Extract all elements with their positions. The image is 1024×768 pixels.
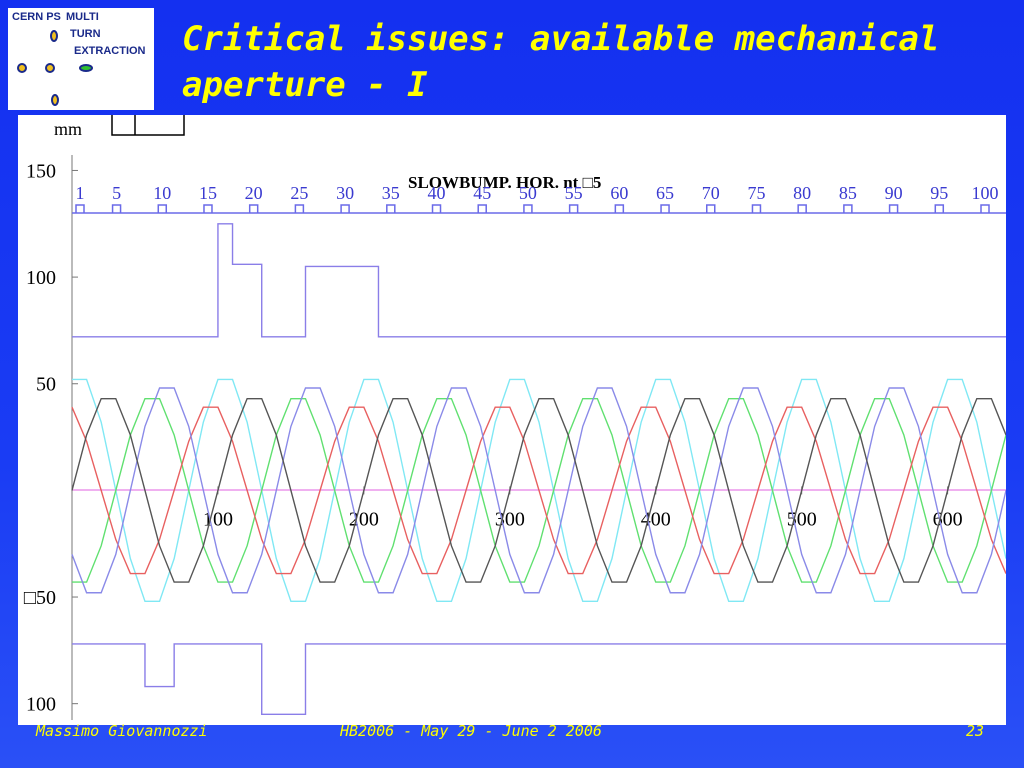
element-notch [111, 204, 122, 213]
y-tick-label: 100 [26, 694, 56, 716]
element-notch [751, 204, 762, 213]
x-tick-label: 600 [933, 508, 963, 530]
x-tick-label: 400 [641, 508, 671, 530]
series-line [72, 643, 1006, 716]
element-notch [386, 204, 396, 213]
element-notch [568, 204, 579, 213]
element-label: 50 [519, 183, 537, 203]
element-notch [934, 204, 945, 213]
series-line [72, 223, 1006, 338]
x-tick-label: 500 [787, 508, 817, 530]
element-label: 1 [76, 183, 85, 203]
x-tick-label: 100 [203, 508, 233, 530]
element-label: 20 [245, 183, 263, 203]
element-notch [340, 204, 350, 213]
element-label: 15 [199, 183, 217, 203]
element-label: 100 [972, 183, 999, 203]
element-label: 5 [112, 183, 121, 203]
element-label: 95 [930, 183, 948, 203]
y-tick-label: 50 [36, 374, 56, 396]
element-label: 40 [428, 183, 446, 203]
chart-title: SLOWBUMP. HOR. nt □5 [408, 173, 601, 192]
y-tick-label: 150 [26, 160, 56, 182]
element-label: 25 [290, 183, 308, 203]
logo: CERN PS MULTI TURN EXTRACTION [8, 8, 154, 110]
element-notch [157, 204, 168, 213]
unit-label: mm [54, 119, 82, 139]
element-label: 55 [565, 183, 583, 203]
element-label: 35 [382, 183, 400, 203]
series-line [71, 406, 1006, 575]
element-notch [843, 204, 853, 213]
x-tick-label: 200 [349, 508, 379, 530]
element-label: 60 [610, 183, 628, 203]
element-notch [523, 204, 533, 213]
logo-text: CERN PS [12, 11, 61, 23]
element-label: 70 [702, 183, 720, 203]
chart: mm SLOWBUMP. HOR. nt □5 1 5 10 15 20 25 30 35 40… [18, 115, 1006, 725]
element-label: 80 [793, 183, 811, 203]
element-notch [888, 204, 899, 213]
element-label: 75 [747, 183, 765, 203]
series-line [71, 397, 1006, 583]
element-label: 65 [656, 183, 674, 203]
element-notch [797, 204, 807, 213]
series-line [71, 387, 1006, 594]
series-line [72, 378, 1006, 602]
x-tick-label: 300 [495, 508, 525, 530]
element-notch [248, 204, 259, 213]
element-label: 85 [839, 183, 857, 203]
y-tick-label: 100 [26, 267, 56, 289]
element-notch [614, 204, 625, 213]
slide-title: Critical issues: available mechanical ap… [182, 19, 940, 105]
element-label: 90 [885, 183, 903, 203]
element-label: 30 [336, 183, 354, 203]
series-line [72, 397, 1006, 583]
element-notch [294, 204, 305, 213]
element-notch [203, 204, 213, 213]
element-notch [431, 204, 442, 213]
frame-fragment [111, 115, 185, 136]
footer-page: 23 [966, 722, 985, 740]
logo-text: EXTRACTION [74, 45, 146, 57]
footer-event: HB2006 - May 29 - June 2 2006 [340, 722, 602, 740]
logo-icon [17, 30, 93, 106]
logo-text: MULTI [66, 11, 99, 23]
element-notch [660, 204, 670, 213]
y-tick-label: □50 [24, 587, 56, 609]
element-notch [980, 204, 990, 213]
element-notch [75, 204, 85, 213]
element-label: 10 [153, 183, 171, 203]
footer-author: Massimo Giovannozzi [36, 722, 208, 740]
plot-background [18, 115, 1006, 725]
element-label: 45 [473, 183, 491, 203]
logo-text: TURN [70, 28, 101, 40]
element-notch [706, 204, 716, 213]
element-notch [477, 204, 487, 213]
